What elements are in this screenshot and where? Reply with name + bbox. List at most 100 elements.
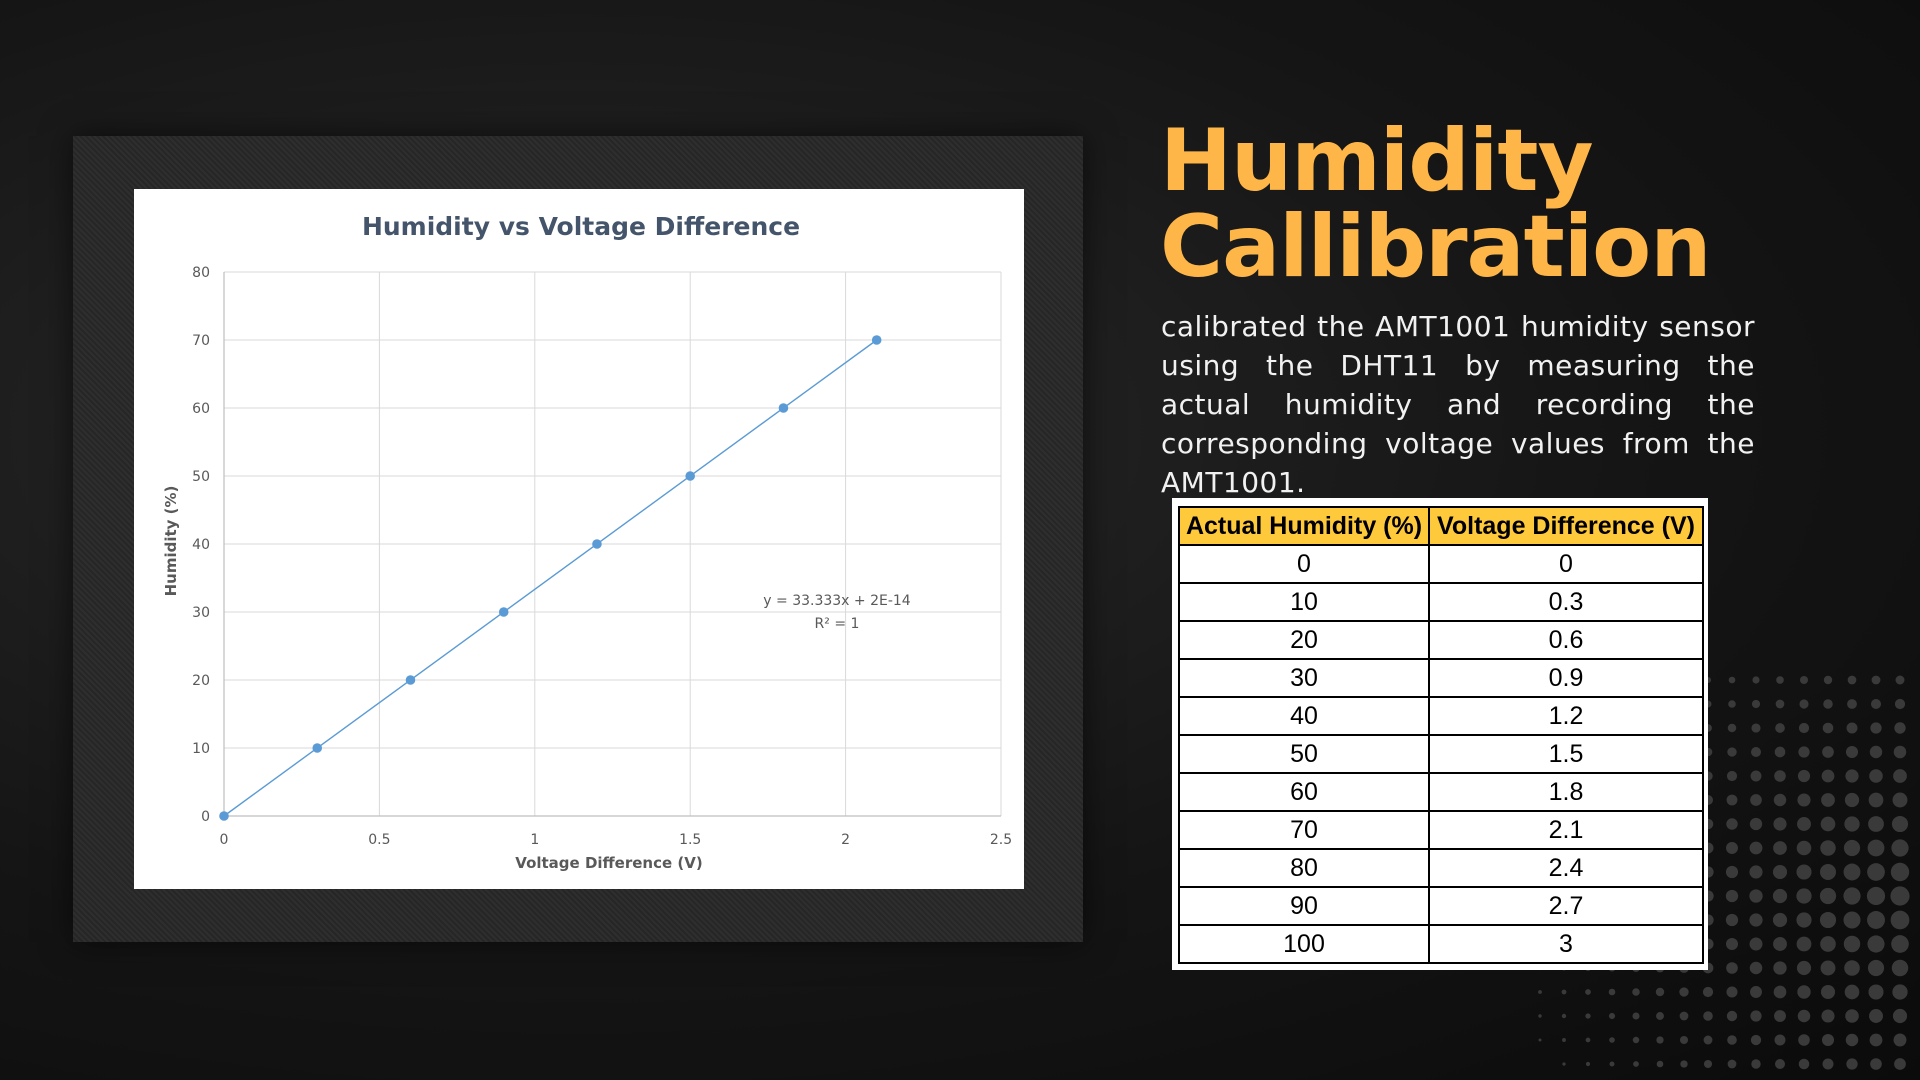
decorative-dot	[1796, 840, 1812, 856]
decorative-dot	[1845, 1009, 1859, 1023]
cell-humidity: 80	[1178, 848, 1430, 888]
decorative-dot	[1773, 985, 1787, 999]
table-header-row: Actual Humidity (%) Voltage Difference (…	[1178, 506, 1704, 546]
decorative-dot	[1655, 987, 1665, 997]
cell-voltage: 1.8	[1428, 772, 1704, 812]
table-row: 40 1.2	[1178, 696, 1704, 736]
y-tick-label: 10	[192, 741, 210, 757]
decorative-dot	[1633, 1061, 1639, 1067]
decorative-dot	[1796, 864, 1812, 880]
cell-humidity: 0	[1178, 544, 1430, 584]
decorative-dot	[1820, 984, 1836, 1000]
decorative-dot	[1871, 675, 1881, 685]
decorative-dot	[1751, 723, 1761, 733]
decorative-dot	[1892, 1008, 1908, 1024]
decorative-dot	[1774, 770, 1786, 782]
cell-humidity: 30	[1178, 658, 1430, 698]
table-row: 30 0.9	[1178, 658, 1704, 698]
decorative-dot	[1797, 769, 1811, 783]
decorative-dot	[1773, 841, 1787, 855]
decorative-dot	[1750, 986, 1762, 998]
x-axis-label: Voltage Difference (V)	[515, 854, 702, 872]
decorative-dot	[1867, 959, 1885, 977]
decorative-dot	[1870, 722, 1882, 734]
decorative-dot	[1679, 1011, 1689, 1021]
data-point	[685, 471, 695, 481]
decorative-dot	[1585, 989, 1591, 995]
decorative-dot	[1797, 817, 1811, 831]
y-tick-label: 30	[192, 605, 210, 621]
decorative-dot	[1585, 1037, 1591, 1043]
decorative-dot	[1891, 839, 1909, 857]
decorative-dot	[1772, 888, 1788, 904]
decorative-dot	[1867, 935, 1885, 953]
decorative-dot	[1750, 1010, 1762, 1022]
decorative-dot	[1727, 747, 1737, 757]
decorative-dot	[1609, 1061, 1615, 1067]
decorative-dot	[1846, 1058, 1858, 1070]
decorative-dot	[1845, 745, 1859, 759]
decorative-dot	[1892, 984, 1908, 1000]
cell-voltage: 1.5	[1428, 734, 1704, 774]
x-tick-label: 1	[530, 832, 539, 848]
decorative-dot	[1751, 1059, 1761, 1069]
decorative-dot	[1821, 1033, 1835, 1047]
decorative-dot	[1891, 935, 1909, 953]
table-header-humidity: Actual Humidity (%)	[1178, 506, 1430, 546]
decorative-dot	[1609, 1037, 1615, 1043]
decorative-dot	[1847, 699, 1857, 709]
trendline-equation: y = 33.333x + 2E-14	[763, 593, 911, 609]
decorative-dot	[1822, 746, 1834, 758]
decorative-dot	[1751, 699, 1761, 709]
decorative-dot	[1870, 1058, 1882, 1070]
decorative-dot	[1796, 960, 1812, 976]
decorative-dot	[1703, 1035, 1713, 1045]
decorative-dot	[1895, 675, 1905, 685]
decorative-dot	[1750, 770, 1762, 782]
decorative-dot	[1844, 960, 1860, 976]
decorative-dot	[1796, 912, 1812, 928]
decorative-dot	[1867, 839, 1885, 857]
decorative-dot	[1749, 937, 1763, 951]
cell-humidity: 20	[1178, 620, 1430, 660]
decorative-dot	[1844, 984, 1860, 1000]
y-tick-label: 40	[192, 537, 210, 553]
decorative-dot	[1894, 698, 1906, 710]
decorative-dot	[1821, 769, 1835, 783]
decorative-dot	[1632, 1036, 1640, 1044]
decorative-dot	[1847, 675, 1857, 685]
decorative-dot	[1820, 936, 1836, 952]
decorative-dot	[1585, 1061, 1591, 1067]
humidity-voltage-chart: 0 10 20 30 40 50 60 70 80 0 0.5 1 1.5 2 2.5 Humidity vs…	[162, 212, 1012, 872]
y-tick-label: 60	[192, 401, 210, 417]
x-tick-label: 0	[220, 832, 229, 848]
decorative-dot	[1773, 793, 1787, 807]
decorative-dot	[1894, 722, 1906, 734]
decorative-dot	[1797, 793, 1811, 807]
table-row: 20 0.6	[1178, 620, 1704, 660]
decorative-dot	[1608, 988, 1616, 996]
decorative-dot	[1632, 988, 1640, 996]
x-tick-label: 2.5	[990, 832, 1012, 848]
decorative-dot	[1891, 815, 1909, 833]
decorative-dot	[1799, 675, 1809, 685]
y-tick-label: 50	[192, 469, 210, 485]
decorative-dot	[1562, 1062, 1566, 1066]
decorative-dot	[1772, 864, 1788, 880]
cell-voltage: 2.4	[1428, 848, 1704, 888]
decorative-dot	[1868, 984, 1884, 1000]
decorative-dot	[1702, 986, 1714, 998]
decorative-dot	[1726, 1010, 1738, 1022]
decorative-dot	[1866, 886, 1886, 906]
decorative-dot	[1843, 839, 1861, 857]
x-tick-label: 0.5	[368, 832, 390, 848]
cell-voltage: 0.6	[1428, 620, 1704, 660]
decorative-dot	[1725, 913, 1739, 927]
decorative-dot	[1776, 676, 1784, 684]
decorative-dot	[1845, 769, 1859, 783]
decorative-dot	[1797, 1009, 1811, 1023]
x-tick-label: 2	[841, 832, 850, 848]
decorative-dot	[1843, 935, 1861, 953]
decorative-dot	[1869, 745, 1883, 759]
decorative-dot	[1773, 937, 1787, 951]
